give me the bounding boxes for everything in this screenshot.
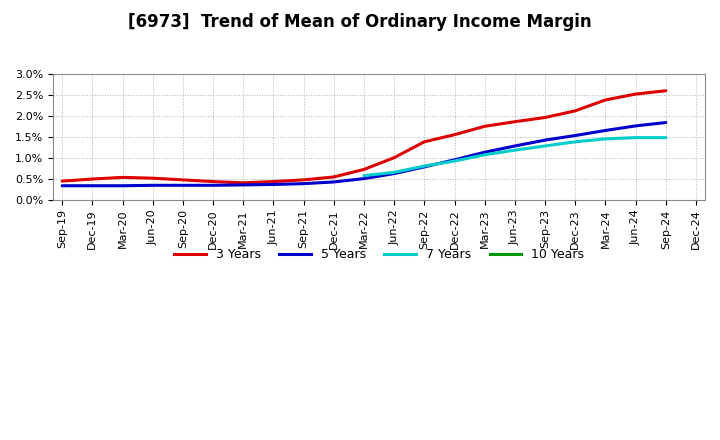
Legend: 3 Years, 5 Years, 7 Years, 10 Years: 3 Years, 5 Years, 7 Years, 10 Years	[169, 243, 589, 266]
Text: [6973]  Trend of Mean of Ordinary Income Margin: [6973] Trend of Mean of Ordinary Income …	[128, 13, 592, 31]
